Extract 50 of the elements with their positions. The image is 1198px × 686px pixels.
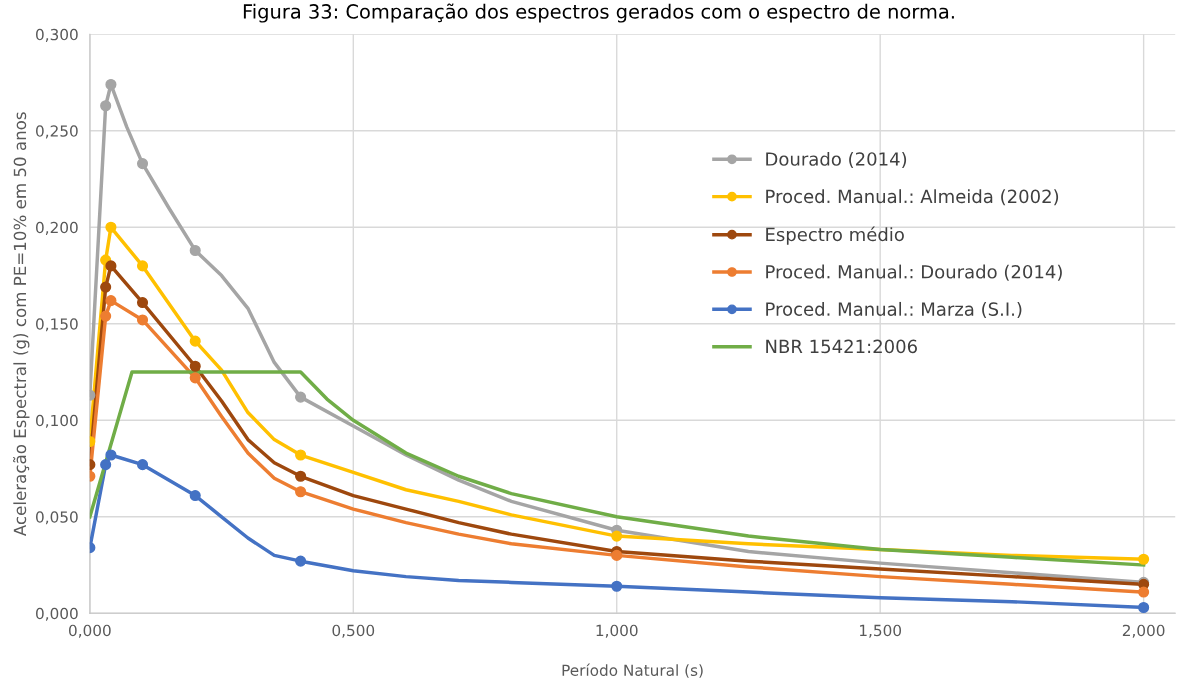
- point: [295, 486, 307, 498]
- y-tick-label: 0,150: [36, 318, 78, 332]
- point: [189, 360, 201, 372]
- x-tick-label: 1,500: [859, 624, 902, 638]
- x-axis-title: Período Natural (s): [562, 663, 703, 678]
- point: [100, 100, 112, 112]
- point: [105, 449, 117, 461]
- point: [189, 244, 201, 257]
- y-tick-label: 0,050: [36, 511, 78, 525]
- point: [189, 372, 201, 384]
- point: [189, 335, 201, 347]
- y-axis-title: Aceleração Espectral (g) com PE=10% em 50 anos: [13, 112, 30, 537]
- point: [105, 221, 117, 233]
- legend-label: Proced. Manual.: Marza (S.I.): [766, 301, 1022, 319]
- legend-label: Dourado (2014): [766, 151, 907, 168]
- point: [611, 549, 623, 561]
- point: [611, 530, 623, 542]
- point: [1138, 601, 1150, 614]
- point: [295, 555, 307, 567]
- legend-label: Espectro médio: [766, 226, 904, 245]
- point: [189, 490, 201, 502]
- point: [611, 580, 623, 592]
- point: [100, 310, 112, 322]
- point: [136, 459, 149, 471]
- point: [136, 158, 149, 170]
- point: [136, 260, 149, 272]
- legend-label: Proced. Manual.: Dourado (2014): [766, 264, 1062, 281]
- point: [136, 297, 149, 309]
- point: [105, 260, 117, 272]
- point: [295, 470, 307, 482]
- y-tick-label: 0,000: [36, 607, 78, 621]
- y-tick-label: 0,300: [36, 28, 78, 42]
- point: [100, 459, 112, 471]
- x-tick-label: 0,000: [68, 624, 111, 638]
- x-tick-label: 1,000: [596, 624, 638, 638]
- x-tick-label: 0,500: [332, 624, 375, 638]
- y-tick-label: 0,100: [36, 414, 78, 428]
- chart-title: Figura 33: Comparação dos espectros gerados com o espectro de norma.: [243, 3, 954, 23]
- y-tick-label: 0,250: [36, 125, 78, 139]
- legend-label: NBR 15421:2006: [766, 339, 917, 354]
- point: [1138, 553, 1150, 565]
- point: [136, 314, 149, 326]
- point: [1138, 586, 1150, 598]
- point: [105, 295, 117, 307]
- point: [295, 449, 307, 461]
- legend-label: Proced. Manual.: Almeida (2002): [766, 189, 1059, 206]
- y-tick-label: 0,200: [36, 221, 78, 235]
- point: [295, 391, 307, 403]
- point: [100, 281, 112, 293]
- x-tick-label: 2,000: [1122, 624, 1165, 638]
